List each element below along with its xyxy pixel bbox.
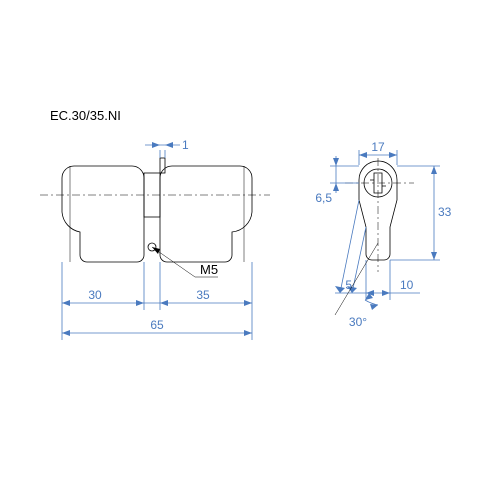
dim-cam-bit-value: 1	[182, 138, 189, 152]
dim-33: 33	[390, 166, 452, 260]
dim-cam-bit: 1	[145, 138, 189, 158]
dim-17-value: 17	[371, 140, 385, 154]
dim-5: 5	[335, 200, 366, 293]
dim-65: 65	[62, 318, 252, 336]
dim-left-value: 30	[88, 288, 102, 302]
dim-10: 10	[366, 260, 420, 300]
dim-6p5-value: 6,5	[315, 191, 332, 205]
dim-33-value: 33	[438, 205, 452, 219]
dim-10-value: 10	[400, 278, 414, 292]
dim-overall-value: 65	[150, 318, 164, 332]
screw-callout-label: M5	[200, 262, 218, 277]
side-left-half	[62, 166, 144, 262]
dim-right-value: 35	[196, 288, 210, 302]
technical-drawing: EC.30/35.NI M5 1	[0, 0, 500, 500]
dim-5-value: 5	[345, 278, 352, 292]
dim-30-35: 30 35	[62, 288, 252, 306]
dim-30deg-value: 30°	[349, 315, 367, 329]
product-code-label: EC.30/35.NI	[50, 108, 121, 123]
side-right-half	[160, 166, 252, 262]
side-view: M5 1 30 35 65	[40, 138, 270, 340]
dim-6p5: 6,5	[315, 156, 359, 205]
end-view: 17 33 6,5 10	[315, 140, 451, 329]
